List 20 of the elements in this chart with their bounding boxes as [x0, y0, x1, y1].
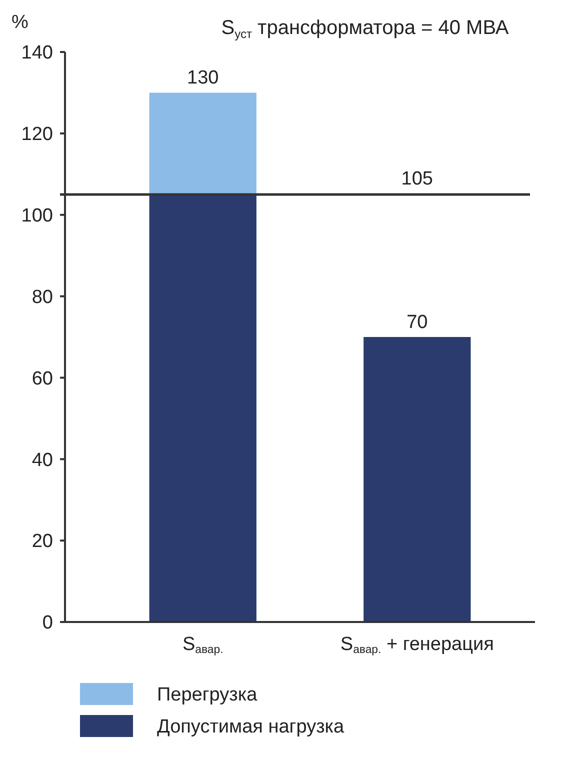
y-tick-label: 100: [21, 206, 53, 227]
total-label: 70: [406, 312, 428, 333]
bar: [364, 337, 471, 622]
x-tick-label: S$_{авар.}$: [182, 634, 224, 656]
bar: [149, 92, 256, 194]
legend-label: Перегрузка: [157, 684, 258, 706]
y-tick-label: 60: [32, 368, 53, 390]
y-tick-label: 0: [42, 612, 53, 634]
y-axis-title: %: [12, 12, 29, 33]
y-tick-label: 80: [32, 286, 53, 308]
y-tick-label: 120: [21, 124, 53, 146]
y-tick-label: 20: [32, 531, 53, 552]
total-label: 130: [187, 68, 219, 89]
y-tick-label: 140: [21, 42, 53, 64]
ref-line-label: 105: [401, 168, 433, 190]
chart-title: S$_{уст}$ трансформатора = 40 МВА: [221, 17, 510, 41]
bar: [149, 194, 256, 622]
legend-label: Допустимая нагрузка: [157, 716, 345, 738]
x-tick-label: S$_{авар.}$ + генерация: [340, 634, 494, 656]
y-tick-label: 40: [32, 450, 53, 471]
